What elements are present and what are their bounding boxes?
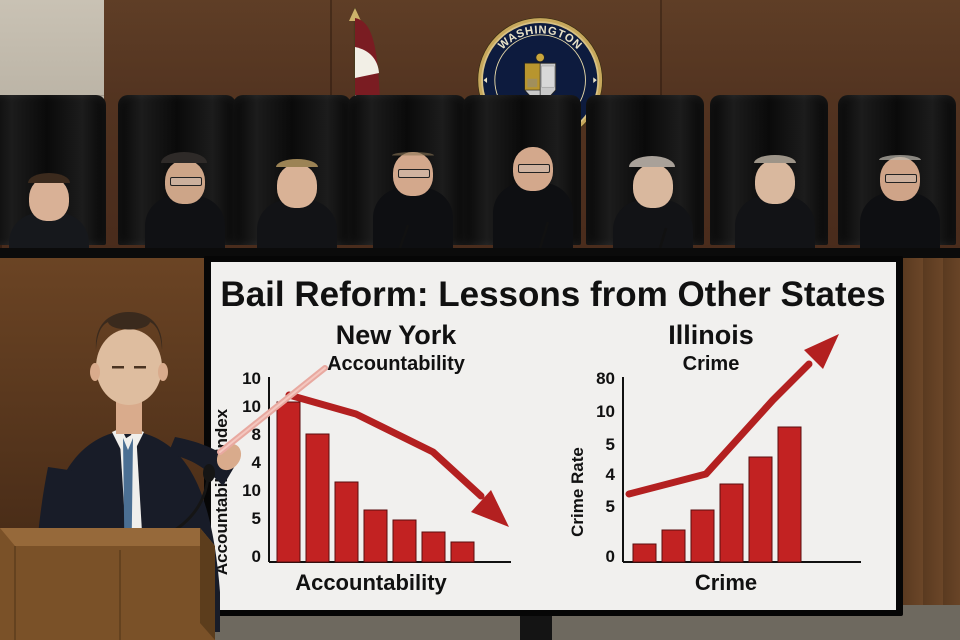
svg-text:Accountability: Accountability — [295, 570, 447, 595]
svg-text:Illinois: Illinois — [668, 320, 754, 350]
svg-text:New York: New York — [336, 320, 458, 350]
svg-text:4: 4 — [606, 465, 616, 484]
svg-text:Accountability: Accountability — [327, 353, 466, 375]
svg-text:Bail Reform: Lessons from Othe: Bail Reform: Lessons from Other States — [220, 275, 885, 314]
svg-text:5: 5 — [606, 435, 615, 454]
svg-text:4: 4 — [252, 453, 262, 472]
svg-text:Crime: Crime — [695, 570, 757, 595]
svg-text:10: 10 — [596, 402, 615, 421]
svg-text:0: 0 — [606, 547, 615, 566]
svg-text:5: 5 — [606, 497, 615, 516]
svg-text:5: 5 — [252, 509, 261, 528]
svg-text:Crime Rate: Crime Rate — [568, 447, 587, 537]
svg-text:80: 80 — [596, 369, 615, 388]
svg-text:0: 0 — [252, 547, 261, 566]
svg-text:8: 8 — [252, 425, 261, 444]
svg-text:Crime: Crime — [683, 353, 740, 375]
